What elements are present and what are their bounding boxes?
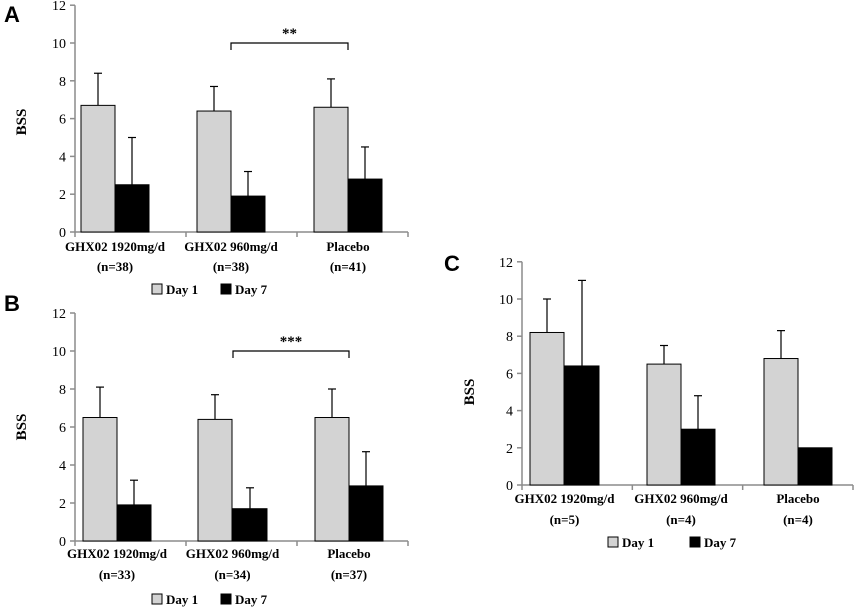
panel-letter: C: [444, 251, 460, 276]
y-tick-label: 12: [52, 0, 66, 14]
legend-swatch: [220, 283, 232, 295]
x-tick-label: Placebo: [327, 546, 370, 561]
bar-day7: [114, 184, 150, 233]
y-tick-label: 12: [52, 307, 66, 322]
x-tick-label: GHX02 1920mg/d: [514, 491, 615, 506]
y-tick-label: 2: [506, 442, 513, 457]
y-tick-label: 8: [506, 330, 513, 345]
y-axis-label: BSS: [14, 414, 30, 441]
x-tick-label: GHX02 960mg/d: [184, 239, 278, 254]
bar-day1: [197, 418, 233, 542]
significance-label: ***: [280, 334, 303, 350]
y-tick-label: 10: [52, 37, 66, 52]
bar-day7: [347, 178, 383, 233]
y-tick-label: 10: [499, 293, 513, 308]
legend-entry: Day 7: [704, 535, 737, 550]
legend-entry: Day 7: [235, 592, 268, 607]
y-axis-label: BSS: [462, 379, 478, 406]
y-tick-label: 4: [506, 405, 513, 420]
bar-day1: [314, 417, 350, 542]
bar-day1: [646, 363, 682, 486]
y-tick-label: 0: [59, 226, 66, 241]
legend-entry: Day 1: [166, 592, 198, 607]
panel-letter: A: [4, 2, 20, 27]
y-tick-label: 0: [59, 535, 66, 550]
x-tick-label-n: (n=33): [99, 567, 135, 582]
chart-panel-b: B BSS 0 2 4 6 8 10 12 GHX02 1920mg/d (n=33) GHX02 9…: [4, 291, 409, 607]
bar-day1: [313, 106, 349, 233]
y-tick-label: 4: [59, 150, 66, 165]
bar-day7: [116, 504, 152, 542]
y-tick-label: 10: [52, 345, 66, 360]
bar-day1: [82, 417, 118, 542]
legend-entry: Day 7: [235, 282, 268, 297]
y-tick-label: 8: [59, 383, 66, 398]
chart-panel-a: A BSS 0 2 4 6 8 10 12 GHX02 1920mg/d (n=38) GHX02 9…: [4, 0, 409, 297]
x-tick-label-n: (n=4): [783, 512, 813, 527]
legend-entry: Day 1: [166, 282, 198, 297]
legend-entry: Day 1: [622, 535, 654, 550]
x-tick-label: GHX02 1920mg/d: [65, 239, 166, 254]
x-tick-label-n: (n=4): [666, 512, 696, 527]
y-tick-label: 6: [506, 367, 513, 382]
chart-panel-c: C BSS 0 2 4 6 8 10 12 GHX02 1920mg/d (n=5) GHX02 96…: [444, 251, 854, 550]
x-tick-label-n: (n=5): [550, 512, 580, 527]
bar-day7: [348, 485, 384, 542]
y-tick-label: 0: [506, 479, 513, 494]
x-tick-label: GHX02 960mg/d: [634, 491, 728, 506]
y-tick-label: 2: [59, 188, 66, 203]
bar-day1: [763, 358, 799, 486]
y-tick-label: 8: [59, 75, 66, 90]
significance-label: **: [282, 26, 297, 42]
bar-day7: [797, 447, 833, 486]
x-tick-label: GHX02 1920mg/d: [67, 546, 168, 561]
bar-day1: [80, 104, 116, 233]
panel-letter: B: [4, 291, 20, 316]
bar-day7: [564, 365, 600, 486]
x-tick-label: Placebo: [326, 239, 369, 254]
y-tick-label: 12: [499, 256, 513, 271]
y-tick-label: 6: [59, 421, 66, 436]
significance-bracket: [230, 42, 349, 50]
x-tick-label-n: (n=38): [213, 259, 249, 274]
x-tick-label-n: (n=34): [214, 567, 250, 582]
x-tick-label-n: (n=37): [331, 567, 367, 582]
x-tick-label: Placebo: [776, 491, 819, 506]
legend-swatch: [689, 536, 701, 548]
y-axis-label: BSS: [14, 109, 30, 136]
legend-swatch: [151, 283, 163, 295]
significance-bracket: [232, 350, 350, 358]
bar-day1: [196, 110, 232, 233]
y-tick-label: 4: [59, 459, 66, 474]
x-tick-label: GHX02 960mg/d: [186, 546, 280, 561]
y-tick-label: 6: [59, 113, 66, 128]
legend-swatch: [151, 593, 163, 605]
legend-swatch: [220, 593, 232, 605]
x-tick-label-n: (n=41): [330, 259, 366, 274]
bar-day1: [529, 331, 565, 486]
bar-day7: [230, 195, 266, 233]
bar-day7: [680, 428, 716, 486]
y-tick-label: 2: [59, 497, 66, 512]
legend-swatch: [607, 536, 619, 548]
bar-day7: [232, 508, 268, 542]
x-tick-label-n: (n=38): [97, 259, 133, 274]
